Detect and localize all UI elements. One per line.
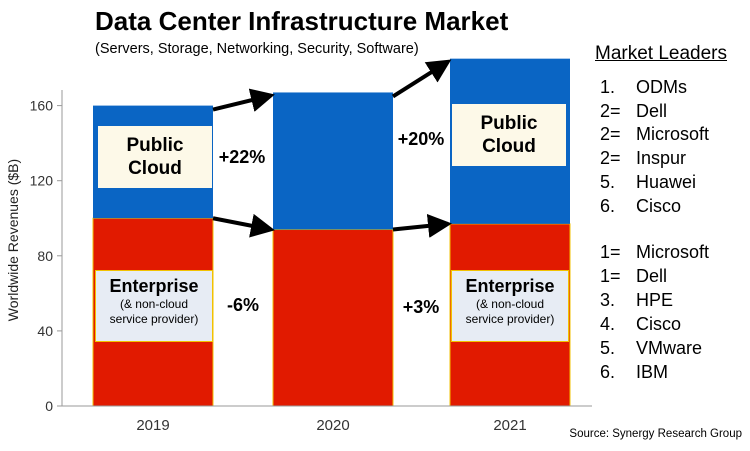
chart-title: Data Center Infrastructure Market [95, 6, 509, 36]
leader-name: Microsoft [636, 124, 710, 144]
enterprise-callout-sub1: (& non-cloud [119, 297, 189, 311]
cloud-leader-item: 1. ODMs [600, 77, 687, 98]
y-tick-label: 0 [45, 398, 53, 414]
y-axis-label: Worldwide Revenues ($B) [5, 159, 21, 321]
x-tick-label: 2019 [136, 417, 169, 434]
y-tick-label: 40 [37, 323, 53, 339]
public-cloud-callout-line1: Public [480, 113, 538, 134]
cloud-leader-item: 2= Inspur [600, 148, 686, 169]
leader-name: VMware [636, 338, 703, 358]
leader-rank: 6. [600, 196, 616, 216]
leader-name: IBM [636, 362, 669, 382]
leader-rank: 1. [600, 77, 616, 97]
market-leaders-title: Market Leaders [595, 43, 728, 64]
enterprise-callout-sub1: (& non-cloud [475, 297, 545, 311]
enterprise-leader-item: 1= Microsoft [600, 242, 709, 263]
change-annotation: +20% [398, 129, 445, 149]
bar-public-cloud-2020 [273, 92, 393, 230]
leader-name: Microsoft [636, 242, 710, 262]
public-cloud-callout-2021: Public Cloud [452, 104, 566, 166]
public-cloud-callout-line2: Cloud [128, 158, 182, 179]
leader-rank: 2= [600, 148, 621, 168]
leader-name: Huawei [636, 172, 697, 192]
enterprise-callout-2021: Enterprise (& non-cloud service provider… [451, 270, 569, 342]
leader-name: Cisco [636, 196, 682, 216]
leader-rank: 1= [600, 266, 621, 286]
enterprise-callout-sub2: service provider) [109, 312, 199, 326]
leader-name: Inspur [636, 148, 687, 168]
enterprise-growth-arrow [392, 213, 452, 238]
change-annotation: -6% [227, 295, 259, 315]
leader-rank: 5. [600, 172, 616, 192]
enterprise-leader-item: 6. IBM [600, 362, 668, 383]
enterprise-leader-item: 1= Dell [600, 266, 667, 287]
public-cloud-callout-line1: Public [126, 135, 184, 156]
leader-name: HPE [636, 290, 674, 310]
cloud-leader-item: 2= Microsoft [600, 124, 709, 145]
leader-rank: 2= [600, 124, 621, 144]
y-tick-label: 80 [37, 248, 53, 264]
leader-rank: 3. [600, 290, 616, 310]
enterprise-leader-item: 4. Cisco [600, 314, 681, 335]
source-note: Source: Synergy Research Group [569, 428, 742, 440]
enterprise-leader-item: 3. HPE [600, 290, 673, 311]
enterprise-leader-item: 5. VMware [600, 338, 702, 359]
cloud-leader-item: 2= Dell [600, 101, 667, 122]
chart-subtitle: (Servers, Storage, Networking, Security,… [95, 41, 419, 57]
x-tick-label: 2021 [493, 417, 526, 434]
leader-rank: 2= [600, 101, 621, 121]
public-cloud-callout-2019: Public Cloud [98, 126, 212, 188]
leader-name: Dell [636, 101, 668, 121]
leader-rank: 6. [600, 362, 616, 382]
leader-name: Cisco [636, 314, 682, 334]
cloud-growth-arrow [391, 59, 452, 99]
leader-rank: 4. [600, 314, 616, 334]
change-annotation: +3% [403, 297, 440, 317]
enterprise-callout-sub2: service provider) [465, 312, 555, 326]
leader-rank: 5. [600, 338, 616, 358]
leader-rank: 1= [600, 242, 621, 262]
bar-enterprise-2020 [272, 229, 394, 407]
enterprise-callout-title: Enterprise [109, 276, 199, 296]
cloud-leader-item: 5. Huawei [600, 172, 696, 193]
cloud-leader-item: 6. Cisco [600, 196, 681, 217]
leader-name: ODMs [636, 77, 687, 97]
y-tick-label: 160 [30, 98, 54, 114]
y-tick-label: 120 [30, 173, 54, 189]
enterprise-callout-2019: Enterprise (& non-cloud service provider… [95, 270, 213, 342]
enterprise-callout-title: Enterprise [465, 276, 555, 296]
enterprise-growth-arrow [212, 213, 275, 238]
leader-name: Dell [636, 266, 668, 286]
x-tick-label: 2020 [316, 417, 349, 434]
public-cloud-callout-line2: Cloud [482, 136, 536, 157]
cloud-growth-arrow [212, 88, 275, 112]
change-annotation: +22% [219, 147, 266, 167]
